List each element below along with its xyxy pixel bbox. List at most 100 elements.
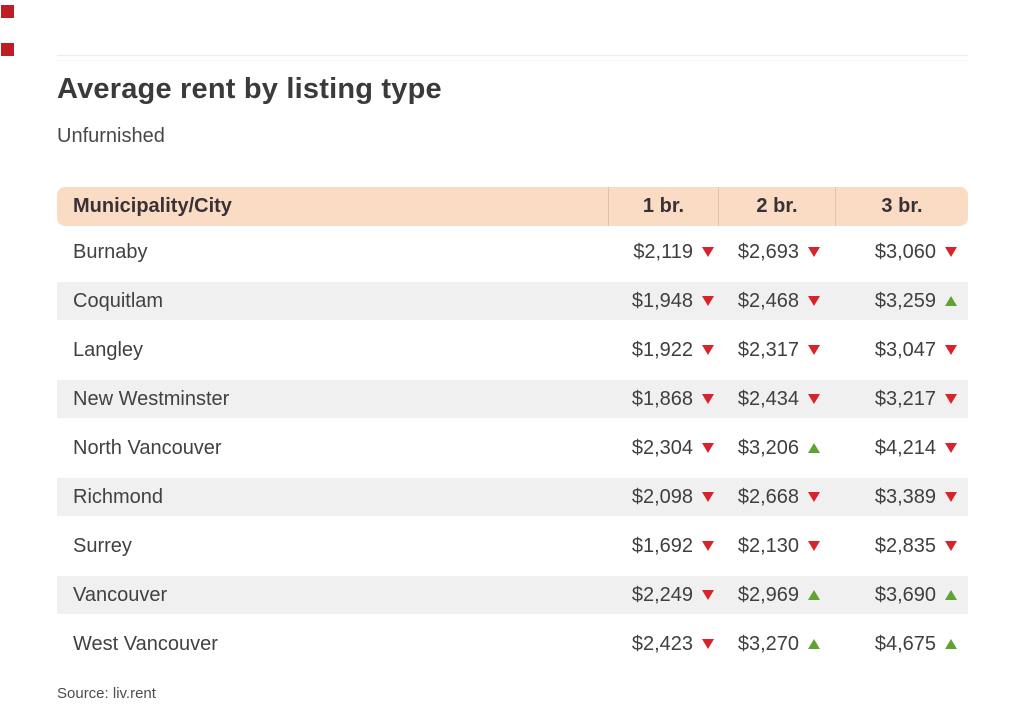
header-3br: 3 br.	[835, 187, 968, 226]
rent-amount: $2,304	[631, 436, 693, 459]
rent-amount: $3,047	[874, 338, 936, 361]
city-name: Burnaby	[73, 240, 148, 263]
rent-amount: $2,130	[737, 534, 799, 557]
table-row: Richmond $2,098 $2,668 $3,389	[57, 478, 968, 516]
table-row: Langley $1,922 $2,317 $3,047	[57, 331, 968, 369]
city-name: North Vancouver	[73, 436, 222, 459]
trend-icon	[702, 345, 714, 355]
rent-cell: $3,206	[718, 437, 835, 460]
trend-icon	[945, 247, 957, 257]
table-row: Vancouver $2,249 $2,969 $3,690	[57, 576, 968, 614]
table-row: Burnaby $2,119 $2,693 $3,060	[57, 233, 968, 271]
rent-cell: $2,119	[608, 241, 718, 264]
trend-icon	[702, 541, 714, 551]
rent-amount: $2,423	[631, 632, 693, 655]
decor-red-square	[1, 43, 14, 56]
rent-amount: $3,690	[874, 583, 936, 606]
rent-cell: $2,249	[608, 584, 718, 607]
trend-icon	[945, 394, 957, 404]
rent-cell: $2,304	[608, 437, 718, 460]
trend-icon	[702, 296, 714, 306]
rent-amount: $3,389	[874, 485, 936, 508]
rent-cell: $2,098	[608, 486, 718, 509]
header-1br: 1 br.	[608, 187, 718, 226]
rent-amount: $2,317	[737, 338, 799, 361]
rent-cell: $2,130	[718, 535, 835, 558]
rent-cell: $2,423	[608, 633, 718, 656]
rent-cell: $3,060	[835, 241, 968, 264]
rent-amount: $4,214	[874, 436, 936, 459]
page-title: Average rent by listing type	[57, 73, 442, 105]
rent-cell: $3,690	[835, 584, 968, 607]
rent-amount: $1,922	[631, 338, 693, 361]
trend-icon	[702, 639, 714, 649]
rent-amount: $2,434	[737, 387, 799, 410]
rent-amount: $2,693	[737, 240, 799, 263]
source-note: Source: liv.rent	[57, 685, 156, 702]
trend-icon	[808, 394, 820, 404]
rent-amount: $2,249	[631, 583, 693, 606]
rent-amount: $2,468	[737, 289, 799, 312]
trend-icon	[808, 590, 820, 600]
trend-icon	[808, 639, 820, 649]
city-name: Richmond	[73, 485, 164, 508]
rent-cell: $2,835	[835, 535, 968, 558]
table-row: Coquitlam $1,948 $2,468 $3,259	[57, 282, 968, 320]
rent-amount: $3,217	[874, 387, 936, 410]
rent-amount: $2,098	[631, 485, 693, 508]
rent-amount: $3,270	[737, 632, 799, 655]
table-row: West Vancouver $2,423 $3,270 $4,675	[57, 625, 968, 663]
trend-icon	[702, 247, 714, 257]
rent-amount: $1,692	[631, 534, 693, 557]
rent-cell: $1,948	[608, 290, 718, 313]
rent-cell: $2,317	[718, 339, 835, 362]
trend-icon	[945, 639, 957, 649]
city-name: Coquitlam	[73, 289, 164, 312]
rent-amount: $3,259	[874, 289, 936, 312]
rent-cell: $2,434	[718, 388, 835, 411]
trend-icon	[808, 541, 820, 551]
trend-icon	[702, 394, 714, 404]
rent-cell: $4,675	[835, 633, 968, 656]
table-header-row: Municipality/City 1 br. 2 br. 3 br.	[57, 187, 968, 226]
trend-icon	[945, 296, 957, 306]
rent-amount: $1,868	[631, 387, 693, 410]
rent-cell: $3,047	[835, 339, 968, 362]
rent-amount: $4,675	[874, 632, 936, 655]
table-row: Surrey $1,692 $2,130 $2,835	[57, 527, 968, 565]
header-municipality: Municipality/City	[73, 195, 232, 217]
city-name: New Westminster	[73, 387, 230, 410]
trend-icon	[945, 443, 957, 453]
trend-icon	[808, 296, 820, 306]
trend-icon	[808, 345, 820, 355]
rent-table: Municipality/City 1 br. 2 br. 3 br. Burn…	[57, 187, 968, 663]
header-2br: 2 br.	[718, 187, 835, 226]
page-subtitle: Unfurnished	[57, 125, 165, 147]
rent-amount: $1,948	[631, 289, 693, 312]
trend-icon	[945, 590, 957, 600]
rent-cell: $2,693	[718, 241, 835, 264]
trend-icon	[945, 541, 957, 551]
rent-amount: $2,969	[737, 583, 799, 606]
rent-cell: $4,214	[835, 437, 968, 460]
rent-cell: $1,692	[608, 535, 718, 558]
rent-amount: $2,835	[874, 534, 936, 557]
trend-icon	[702, 443, 714, 453]
rent-cell: $2,668	[718, 486, 835, 509]
table-row: North Vancouver $2,304 $3,206 $4,214	[57, 429, 968, 467]
rent-amount: $3,206	[737, 436, 799, 459]
rent-cell: $2,969	[718, 584, 835, 607]
rent-cell: $2,468	[718, 290, 835, 313]
rent-amount: $2,119	[633, 240, 693, 263]
city-name: West Vancouver	[73, 632, 218, 655]
trend-icon	[808, 247, 820, 257]
rent-cell: $3,217	[835, 388, 968, 411]
city-name: Langley	[73, 338, 144, 361]
city-name: Vancouver	[73, 583, 168, 606]
rent-cell: $1,868	[608, 388, 718, 411]
decor-red-square	[1, 5, 14, 18]
trend-icon	[702, 492, 714, 502]
table-body: Burnaby $2,119 $2,693 $3,060 Coquitlam $…	[57, 233, 968, 663]
rent-amount: $2,668	[737, 485, 799, 508]
trend-icon	[945, 492, 957, 502]
